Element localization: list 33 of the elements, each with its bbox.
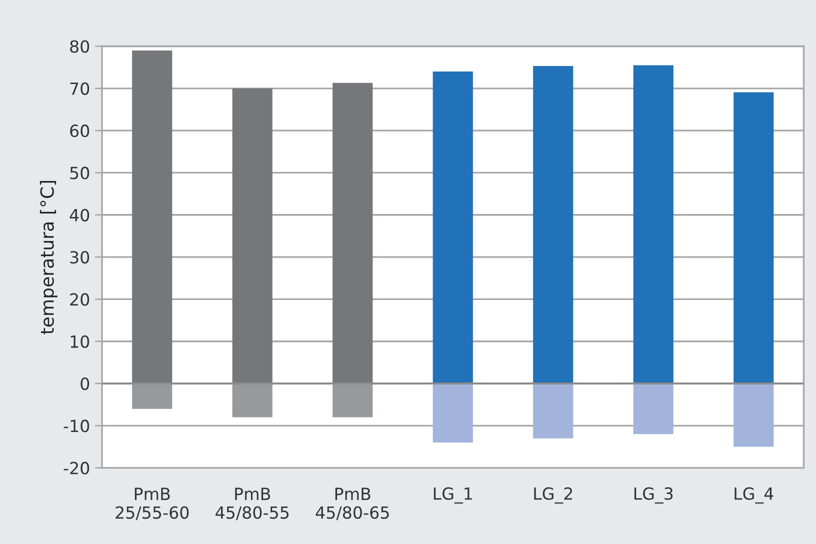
x-tick-label: LG_3 bbox=[634, 487, 673, 504]
bar bbox=[132, 50, 172, 384]
x-tick-label: PmB 45/80-65 bbox=[316, 488, 389, 520]
x-tick-label: LG_2 bbox=[534, 487, 572, 504]
bar bbox=[734, 384, 774, 447]
x-tick-label: LG_1 bbox=[434, 487, 472, 504]
x-tick-label: PmB 45/80-55 bbox=[216, 488, 289, 520]
bar bbox=[232, 88, 272, 384]
bar bbox=[633, 65, 674, 384]
bar bbox=[432, 72, 473, 384]
bar bbox=[332, 82, 373, 384]
y-tick-label: 60 bbox=[70, 124, 90, 138]
bar bbox=[533, 66, 574, 384]
x-tick-label: PmB 25/55-60 bbox=[116, 488, 189, 520]
y-tick-label: 10 bbox=[70, 335, 90, 348]
bar bbox=[734, 92, 774, 384]
y-tick-label: -20 bbox=[64, 462, 90, 474]
y-axis-title: temperatura [°C] bbox=[40, 180, 58, 334]
x-tick-label: LG_4 bbox=[734, 487, 774, 504]
bar bbox=[432, 384, 473, 443]
y-tick-label: 20 bbox=[70, 293, 90, 306]
bar bbox=[633, 384, 674, 434]
bar bbox=[232, 384, 272, 418]
y-tick-label: 40 bbox=[70, 208, 90, 222]
y-tick-label: 30 bbox=[70, 251, 90, 264]
y-tick-label: 80 bbox=[70, 40, 90, 53]
bar bbox=[132, 384, 172, 409]
bar bbox=[332, 384, 373, 418]
y-tick-label: -10 bbox=[64, 420, 90, 432]
y-tick-label: 0 bbox=[80, 377, 90, 390]
y-tick-label: 50 bbox=[70, 166, 90, 180]
bar bbox=[533, 384, 574, 438]
y-tick-label: 70 bbox=[70, 82, 90, 95]
